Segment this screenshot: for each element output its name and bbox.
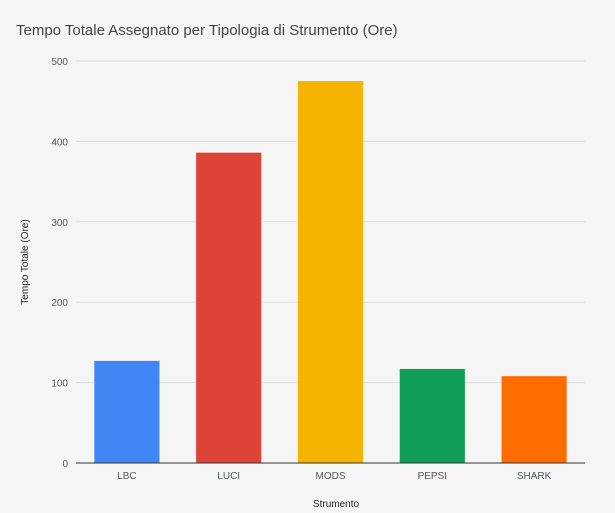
y-tick-label: 100: [51, 379, 68, 390]
bar-mods: [297, 81, 364, 463]
y-tick-label: 200: [51, 298, 68, 309]
x-axis-ticks: LBC LUCI MODS PEPSI SHARK: [117, 471, 551, 482]
bars: [94, 81, 567, 463]
y-tick-label: 300: [51, 218, 68, 229]
x-tick-label: MODS: [316, 471, 346, 482]
x-axis-title: Strumento: [313, 499, 360, 510]
bar-pepsi: [399, 368, 465, 463]
y-tick-label: 500: [51, 57, 68, 68]
x-tick-label: SHARK: [517, 471, 552, 482]
x-tick-label: LUCI: [217, 471, 240, 482]
y-axis-ticks: 0 100 200 300 400 500: [51, 57, 68, 470]
bar-luci: [196, 152, 262, 463]
y-tick-label: 0: [62, 459, 68, 470]
y-tick-label: 400: [51, 137, 68, 148]
chart-title: Tempo Totale Assegnato per Tipologia di …: [16, 22, 398, 39]
x-tick-label: LBC: [117, 471, 136, 482]
y-axis-title: Tempo Totale (Ore): [20, 219, 31, 304]
bar-lbc: [94, 360, 160, 463]
bar-shark: [501, 376, 567, 463]
x-tick-label: PEPSI: [418, 471, 447, 482]
